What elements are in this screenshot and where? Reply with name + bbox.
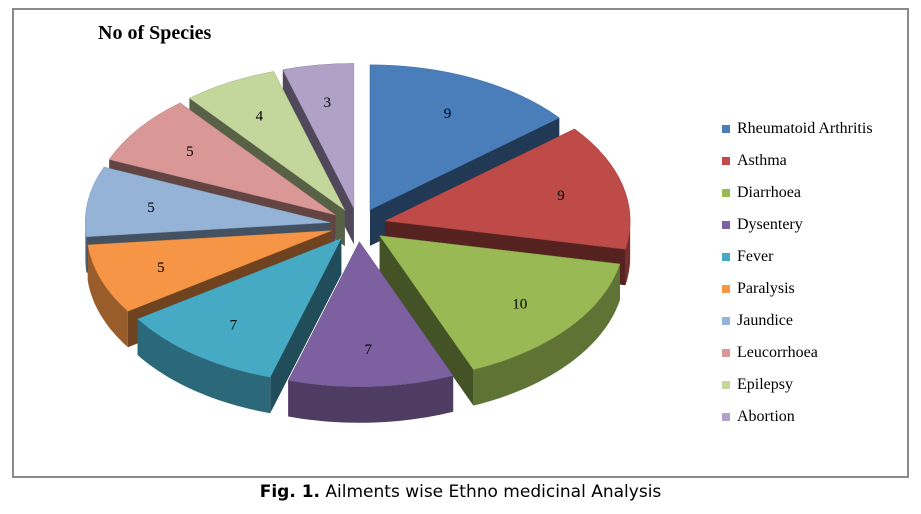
legend-swatch (722, 413, 730, 421)
legend-label: Leucorrhoea (737, 344, 818, 361)
slice-wall-2-1 (379, 235, 474, 406)
figure-caption: Fig. 1. Ailments wise Ethno medicinal An… (0, 482, 921, 502)
legend-item: Jaundice (722, 305, 873, 337)
slice-value-label: 7 (230, 318, 238, 334)
legend-swatch (722, 253, 730, 261)
pie-labels: 9 9 10 7 7 5 5 5 4 3 (147, 95, 565, 358)
slice-leucorrhoea (108, 102, 336, 216)
legend-item: Paralysis (722, 273, 873, 305)
pie-tops (85, 63, 631, 387)
legend-item: Rheumatoid Arthritis (722, 113, 873, 145)
slice-diarrhoea (379, 235, 621, 370)
legend-item: Asthma (722, 145, 873, 177)
slice-value-label: 3 (324, 95, 332, 111)
legend-item: Fever (722, 241, 873, 273)
legend: Rheumatoid Arthritis Asthma Diarrhoea Dysen… (722, 113, 873, 433)
slice-value-label: 5 (186, 144, 194, 160)
legend-item: Leucorrhoea (722, 337, 873, 369)
slice-asthma (384, 128, 631, 250)
slice-side-2 (473, 263, 620, 406)
slice-value-label: 9 (444, 106, 452, 122)
legend-swatch (722, 317, 730, 325)
legend-label: Fever (737, 248, 774, 265)
slice-epilepsy (188, 71, 346, 211)
caption-text: Ailments wise Ethno medicinal Analysis (325, 482, 662, 502)
legend-swatch (722, 221, 730, 229)
legend-swatch (722, 125, 730, 133)
legend-swatch (722, 189, 730, 197)
slice-value-label: 10 (512, 297, 527, 313)
slice-value-label: 5 (147, 200, 155, 216)
caption-label: Fig. 1. (259, 482, 320, 502)
slice-side-3 (288, 375, 454, 423)
legend-item: Diarrhoea (722, 177, 873, 209)
slice-jaundice (85, 166, 331, 238)
legend-label: Asthma (737, 152, 787, 169)
slice-side-1 (625, 220, 631, 286)
legend-swatch (722, 381, 730, 389)
slice-wall-4-0 (270, 238, 342, 414)
legend-label: Dysentery (737, 216, 803, 233)
slice-rheumatoid-arthritis (369, 64, 560, 211)
slice-abortion (282, 63, 355, 209)
slice-paralysis (87, 230, 332, 312)
slice-dysentery (287, 241, 454, 387)
slice-value-label: 5 (157, 260, 165, 276)
legend-item: Abortion (722, 401, 873, 433)
legend-label: Diarrhoea (737, 184, 801, 201)
slice-value-label: 7 (365, 342, 373, 358)
legend-swatch (722, 349, 730, 357)
chart-title: No of Species (98, 22, 212, 44)
slice-value-label: 4 (256, 109, 264, 125)
slice-fever (137, 238, 342, 378)
legend-label: Paralysis (737, 280, 795, 297)
legend-swatch (722, 285, 730, 293)
legend-label: Abortion (737, 408, 795, 425)
legend-item: Dysentery (722, 209, 873, 241)
legend-item: Epilepsy (722, 369, 873, 401)
legend-label: Jaundice (737, 312, 793, 329)
slice-value-label: 9 (557, 188, 565, 204)
slice-side-5 (87, 244, 128, 348)
legend-swatch (722, 157, 730, 165)
legend-label: Epilepsy (737, 376, 793, 393)
legend-label: Rheumatoid Arthritis (737, 120, 873, 137)
